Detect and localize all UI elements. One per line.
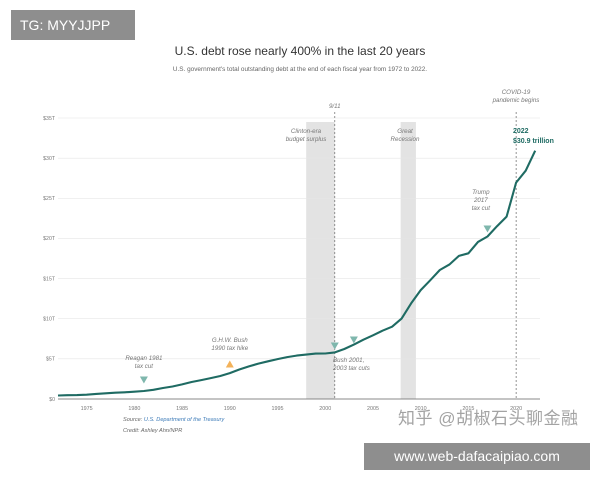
- source-prefix: Source:: [123, 417, 144, 423]
- annotation-911: 9/11: [329, 103, 341, 110]
- x-tick-label: 1985: [176, 406, 188, 412]
- x-tick-label: 1990: [224, 406, 236, 412]
- annotation-ghw-bush: G.H.W. Bush 1990 tax hike: [211, 337, 248, 352]
- shaded-period: [306, 122, 335, 399]
- tax-cut-marker: [330, 342, 339, 350]
- x-tick-label: 2015: [462, 406, 474, 412]
- shaded-period: [400, 122, 416, 399]
- x-tick-label: 1980: [128, 406, 140, 412]
- y-tick-label: $25T: [43, 196, 56, 202]
- x-tick-label: 1995: [272, 406, 284, 412]
- y-tick-label: $0: [49, 397, 55, 403]
- x-tick-label: 2010: [415, 406, 427, 412]
- annotation-reagan: Reagan 1981 tax cut: [125, 355, 162, 370]
- chart-subtitle: U.S. government's total outstanding debt…: [172, 66, 428, 73]
- x-tick-label: 2000: [319, 406, 331, 412]
- tax-cut-marker: [349, 336, 358, 344]
- source-note: Source: U.S. Department of the Treasury: [123, 417, 224, 423]
- debt-series-line: [57, 150, 537, 397]
- x-tick-label: 2005: [367, 406, 379, 412]
- annotation-bush: Bush 2001, 2003 tax cuts: [332, 357, 370, 372]
- y-tick-label: $10T: [43, 317, 56, 323]
- highlight-year: 2022: [513, 128, 529, 135]
- annotation-clinton: Clinton-era budget surplus: [286, 128, 327, 143]
- overlay-watermark: 知乎 @胡椒石头聊金融: [398, 409, 579, 428]
- tax-hike-marker: [225, 360, 234, 368]
- y-tick-label: $15T: [43, 276, 56, 282]
- annotation-covid: COVID-19 pandemic begins: [492, 89, 540, 104]
- tax-cut-marker: [483, 225, 492, 233]
- x-tick-label: 2020: [510, 406, 522, 412]
- credit-note: Credit: Ashley Ahn/NPR: [123, 428, 183, 434]
- annotation-recession: Great Recession: [391, 128, 420, 143]
- chart-title: U.S. debt rose nearly 400% in the last 2…: [174, 44, 426, 58]
- y-tick-label: $35T: [43, 116, 56, 122]
- top-watermark-tag: TG: MYYJJPP: [11, 10, 135, 40]
- x-tick-label: 1975: [81, 406, 93, 412]
- tax-cut-marker: [139, 376, 148, 384]
- y-tick-label: $20T: [43, 236, 56, 242]
- annotation-trump: Trump 2017 tax cut: [472, 189, 491, 212]
- highlight-value: $30.9 trillion: [513, 138, 554, 145]
- y-tick-label: $5T: [46, 357, 56, 363]
- y-tick-label: $30T: [43, 156, 56, 162]
- bottom-watermark-tag: www.web-dafacaipiao.com: [364, 443, 590, 470]
- source-link[interactable]: U.S. Department of the Treasury: [143, 417, 225, 423]
